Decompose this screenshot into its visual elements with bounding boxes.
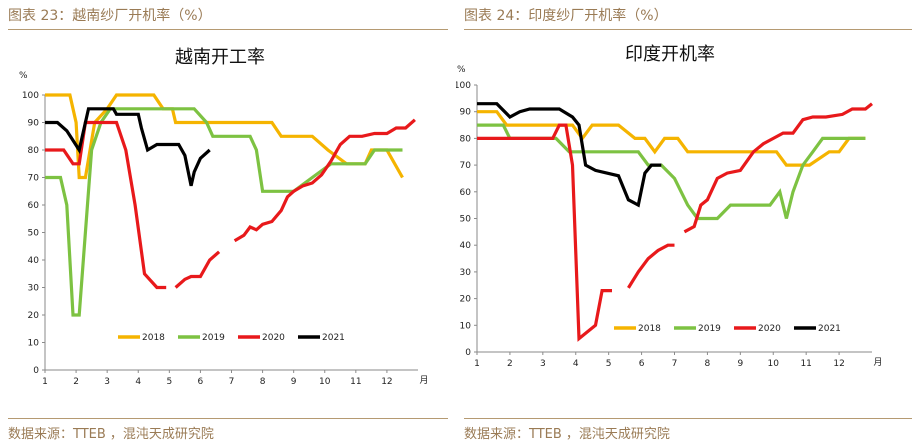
series-line-2020: [683, 102, 874, 234]
data-source: 数据来源：TTEB ，混沌天成研究院: [464, 427, 670, 442]
legend-label-2018: 2018: [638, 324, 661, 334]
x-tick-label: 8: [705, 359, 711, 369]
figure-caption: 图表 23：越南纱厂开机率（%）: [8, 8, 212, 24]
x-tick-label: 9: [291, 377, 297, 387]
x-tick-label: 6: [198, 377, 204, 387]
x-tick-label: 8: [260, 377, 266, 387]
y-axis-unit: %: [19, 71, 28, 81]
series-line-2020: [45, 120, 167, 290]
y-tick-label: 90: [28, 119, 40, 129]
y-tick-label: 40: [460, 241, 472, 251]
figure-caption: 图表 24：印度纱厂开机率（%）: [464, 8, 668, 24]
x-tick-label: 3: [540, 359, 546, 369]
y-tick-label: 80: [28, 146, 40, 156]
legend-label-2019: 2019: [202, 333, 225, 343]
x-tick-label: 7: [229, 377, 235, 387]
y-tick-label: 90: [460, 108, 472, 118]
y-tick-label: 70: [28, 174, 40, 184]
x-tick-label: 1: [42, 377, 48, 387]
legend-label-2021: 2021: [818, 324, 841, 334]
x-axis-unit: 月: [873, 357, 882, 368]
y-tick-label: 100: [456, 81, 471, 91]
y-tick-label: 100: [22, 91, 39, 101]
x-tick-label: 1: [474, 359, 480, 369]
chart-title: 越南开工率: [175, 47, 265, 68]
x-tick-label: 6: [639, 359, 645, 369]
right-panel: 图表 24：印度纱厂开机率（%） 印度开机率% 0 10 20 30 40 50 60 70 80…: [456, 0, 912, 442]
x-tick-label: 2: [73, 377, 79, 387]
x-axis-unit: 月: [419, 375, 428, 386]
legend-label-2018: 2018: [142, 333, 165, 343]
legend-label-2021: 2021: [322, 333, 345, 343]
left-panel: 图表 23：越南纱厂开机率（%） 越南开工率% 0 10 20 30 40 50 60 70 80…: [8, 8, 448, 442]
y-tick-label: 0: [465, 348, 471, 358]
x-tick-label: 7: [672, 359, 678, 369]
series-line-2020: [233, 118, 416, 243]
x-tick-label: 12: [833, 359, 844, 369]
legend-label-2019: 2019: [698, 324, 721, 334]
y-axis-unit: %: [457, 65, 466, 75]
x-tick-label: 5: [606, 359, 612, 369]
y-tick-label: 0: [33, 366, 39, 376]
x-tick-label: 12: [381, 377, 392, 387]
x-tick-label: 3: [104, 377, 110, 387]
divider-top: [8, 29, 448, 30]
series-line-2021: [477, 102, 662, 208]
y-tick-label: 50: [460, 215, 472, 225]
x-tick-label: 11: [350, 377, 361, 387]
divider-bottom: [8, 418, 448, 419]
data-source: 数据来源：TTEB ，混沌天成研究院: [8, 427, 214, 442]
x-tick-label: 5: [166, 377, 172, 387]
y-tick-label: 70: [460, 161, 472, 171]
series-line-2020: [477, 123, 612, 342]
series-line-2020: [174, 250, 221, 289]
legend-label-2020: 2020: [758, 324, 781, 334]
y-tick-label: 60: [28, 201, 40, 211]
legend-label-2020: 2020: [262, 333, 285, 343]
y-tick-label: 40: [28, 256, 40, 266]
y-tick-label: 20: [460, 295, 472, 305]
x-tick-label: 10: [768, 359, 780, 369]
x-tick-label: 11: [800, 359, 811, 369]
y-tick-label: 20: [28, 311, 40, 321]
x-tick-label: 4: [573, 359, 579, 369]
y-tick-label: 50: [28, 229, 40, 239]
y-tick-label: 60: [460, 188, 472, 198]
x-tick-label: 2: [507, 359, 513, 369]
series-line-2020: [627, 243, 675, 289]
series-line-2019: [45, 107, 403, 317]
y-tick-label: 30: [460, 268, 472, 278]
y-tick-label: 80: [460, 134, 472, 144]
divider-top: [464, 29, 912, 30]
series-line-2021: [45, 107, 211, 187]
x-tick-label: 10: [319, 377, 331, 387]
y-tick-label: 10: [460, 321, 472, 331]
y-tick-label: 10: [28, 339, 40, 349]
y-tick-label: 30: [28, 284, 40, 294]
x-tick-label: 4: [135, 377, 141, 387]
chart-title: 印度开机率: [625, 44, 715, 65]
divider-bottom: [464, 418, 912, 419]
x-tick-label: 9: [737, 359, 743, 369]
